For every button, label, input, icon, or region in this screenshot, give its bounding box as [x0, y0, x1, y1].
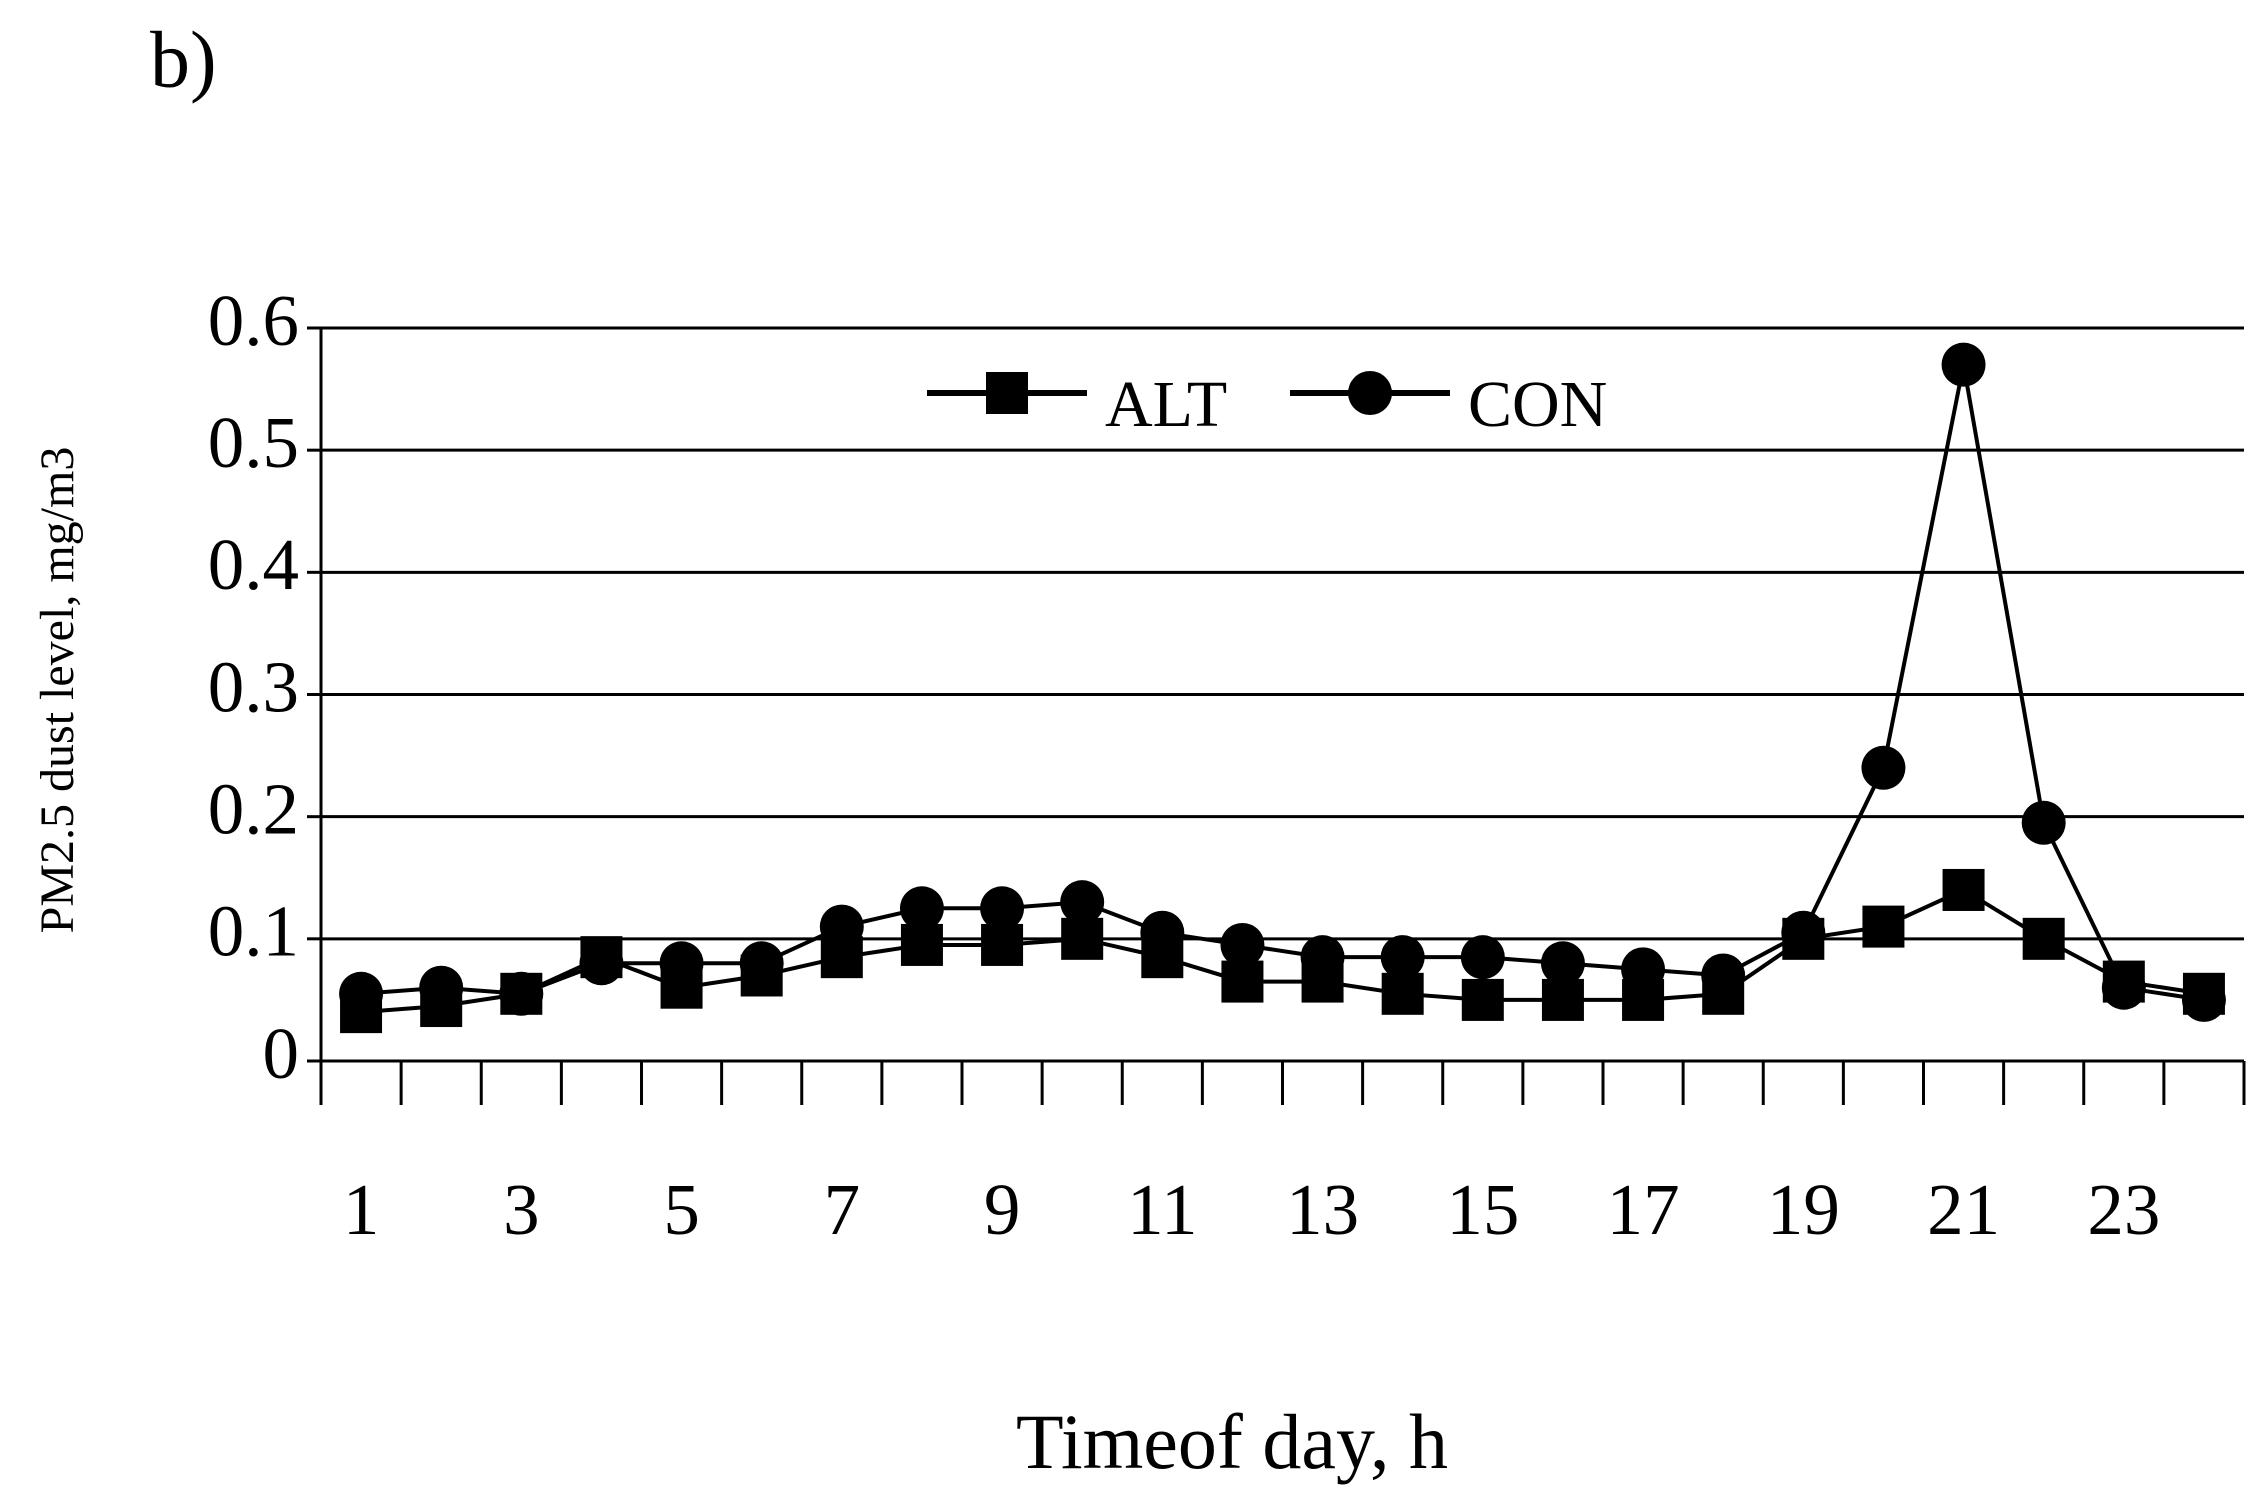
- marker: [659, 941, 704, 986]
- marker: [1300, 935, 1345, 980]
- x-tick-label: 11: [1127, 1169, 1197, 1250]
- x-tick-label: 5: [663, 1169, 700, 1250]
- y-tick-label: 0: [263, 1013, 300, 1094]
- marker: [1941, 342, 1986, 387]
- y-tick-label: 0.6: [208, 280, 299, 361]
- marker: [1221, 960, 1264, 1003]
- x-tick-label: 19: [1767, 1169, 1840, 1250]
- marker: [981, 923, 1024, 966]
- marker: [499, 971, 544, 1016]
- x-tick-label: 7: [824, 1169, 861, 1250]
- y-tick-label: 0.4: [208, 524, 299, 605]
- x-tick-label: 17: [1607, 1169, 1680, 1250]
- y-tick-label: 0.2: [208, 768, 299, 849]
- x-tick-label: 15: [1446, 1169, 1519, 1250]
- marker: [1220, 922, 1265, 967]
- marker: [579, 941, 624, 986]
- marker: [1942, 868, 1985, 911]
- marker: [1781, 910, 1826, 955]
- y-tick-label: 0.3: [208, 646, 299, 727]
- marker: [980, 886, 1025, 931]
- x-tick-label: 1: [343, 1169, 380, 1250]
- marker: [1540, 941, 1585, 986]
- marker: [1061, 917, 1104, 960]
- x-tick-label: 13: [1286, 1169, 1359, 1250]
- x-tick-label: 9: [984, 1169, 1021, 1250]
- legend-label: CON: [1468, 368, 1607, 441]
- x-axis-label: Timeof day, h: [1016, 1398, 1448, 1485]
- marker: [986, 372, 1028, 414]
- marker: [900, 923, 943, 966]
- legend-label: ALT: [1105, 368, 1227, 441]
- marker: [1461, 978, 1504, 1021]
- marker: [2101, 965, 2146, 1010]
- marker: [419, 965, 464, 1010]
- marker: [899, 886, 944, 931]
- chart-title: b): [150, 16, 217, 104]
- marker: [1348, 371, 1392, 415]
- marker: [739, 941, 784, 986]
- y-tick-label: 0.5: [208, 402, 299, 483]
- marker: [1621, 947, 1666, 992]
- y-tick-label: 0.1: [208, 891, 299, 972]
- marker: [1140, 910, 1185, 955]
- marker: [2181, 977, 2226, 1022]
- marker: [2022, 917, 2065, 960]
- x-tick-label: 21: [1927, 1169, 2000, 1250]
- y-axis-label: PM2.5 dust level, mg/m3: [31, 447, 84, 934]
- marker: [1861, 745, 1906, 790]
- x-tick-label: 23: [2087, 1169, 2160, 1250]
- marker: [1541, 978, 1584, 1021]
- marker: [339, 971, 384, 1016]
- marker: [1862, 905, 1905, 948]
- marker: [1701, 953, 1746, 998]
- marker: [1460, 935, 1505, 980]
- marker: [1060, 880, 1105, 925]
- marker: [819, 904, 864, 949]
- marker: [2021, 800, 2066, 845]
- marker: [1380, 935, 1425, 980]
- x-tick-label: 3: [503, 1169, 540, 1250]
- marker: [1381, 972, 1424, 1015]
